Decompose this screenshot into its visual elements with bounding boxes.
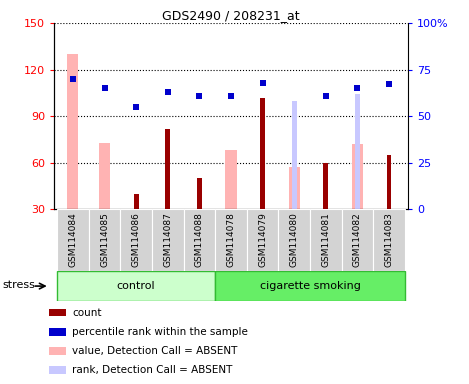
Bar: [134, 194, 138, 209]
Text: GSM114082: GSM114082: [353, 213, 362, 267]
Bar: [226, 150, 236, 209]
Text: stress: stress: [3, 280, 36, 290]
Bar: [215, 209, 247, 271]
Bar: [355, 94, 360, 209]
Bar: [68, 54, 78, 209]
Title: GDS2490 / 208231_at: GDS2490 / 208231_at: [162, 9, 300, 22]
Bar: [289, 167, 300, 209]
Text: GSM114084: GSM114084: [68, 213, 77, 267]
Bar: [49, 347, 66, 355]
Bar: [49, 309, 66, 316]
Bar: [166, 129, 170, 209]
Text: rank, Detection Call = ABSENT: rank, Detection Call = ABSENT: [72, 365, 233, 375]
Text: GSM114081: GSM114081: [321, 213, 330, 267]
Bar: [324, 163, 328, 209]
Text: control: control: [117, 281, 155, 291]
Bar: [121, 209, 152, 271]
Bar: [373, 209, 405, 271]
Bar: [352, 144, 363, 209]
Text: count: count: [72, 308, 102, 318]
Bar: [49, 328, 66, 336]
Text: GSM114087: GSM114087: [163, 213, 172, 267]
Bar: [260, 98, 265, 209]
Bar: [99, 142, 110, 209]
Bar: [247, 209, 279, 271]
Text: percentile rank within the sample: percentile rank within the sample: [72, 327, 248, 337]
Bar: [57, 271, 215, 301]
Bar: [279, 209, 310, 271]
Text: GSM114078: GSM114078: [227, 213, 235, 267]
Text: cigarette smoking: cigarette smoking: [259, 281, 361, 291]
Bar: [386, 155, 392, 209]
Text: GSM114086: GSM114086: [132, 213, 141, 267]
Bar: [89, 209, 121, 271]
Bar: [183, 209, 215, 271]
Bar: [215, 271, 405, 301]
Bar: [292, 101, 296, 209]
Bar: [57, 209, 89, 271]
Bar: [152, 209, 183, 271]
Bar: [310, 209, 341, 271]
Text: GSM114085: GSM114085: [100, 213, 109, 267]
Text: GSM114088: GSM114088: [195, 213, 204, 267]
Text: value, Detection Call = ABSENT: value, Detection Call = ABSENT: [72, 346, 237, 356]
Text: GSM114080: GSM114080: [290, 213, 299, 267]
Bar: [49, 366, 66, 374]
Text: GSM114079: GSM114079: [258, 213, 267, 267]
Bar: [341, 209, 373, 271]
Bar: [197, 178, 202, 209]
Text: GSM114083: GSM114083: [385, 213, 393, 267]
